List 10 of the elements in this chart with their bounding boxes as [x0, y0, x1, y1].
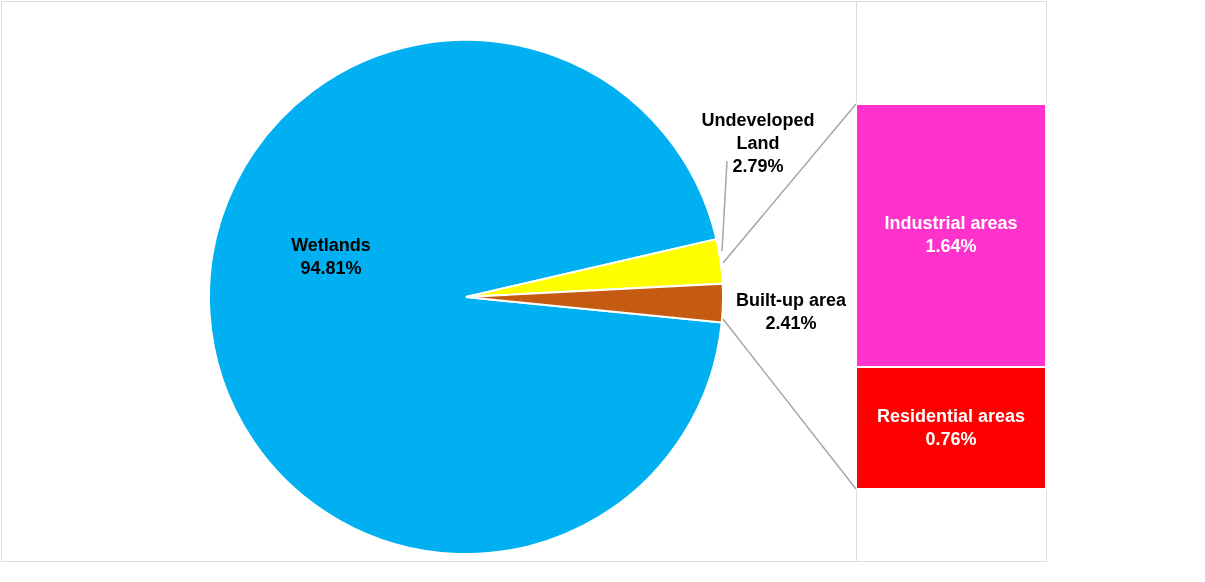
data-label: 2.79% [732, 155, 784, 176]
series-label: Industrial areas [884, 213, 1018, 234]
data-label: 94.81% [300, 258, 362, 278]
series-label: Residential areas [876, 405, 1026, 426]
data-label: 1.64% [925, 236, 977, 257]
slice-label: Undeveloped Land [701, 109, 815, 153]
data-label: 2.41% [765, 313, 817, 333]
slice-label: Built-up area [735, 290, 847, 310]
slice-label: Wetlands [291, 235, 371, 255]
data-label: 0.76% [925, 428, 977, 449]
